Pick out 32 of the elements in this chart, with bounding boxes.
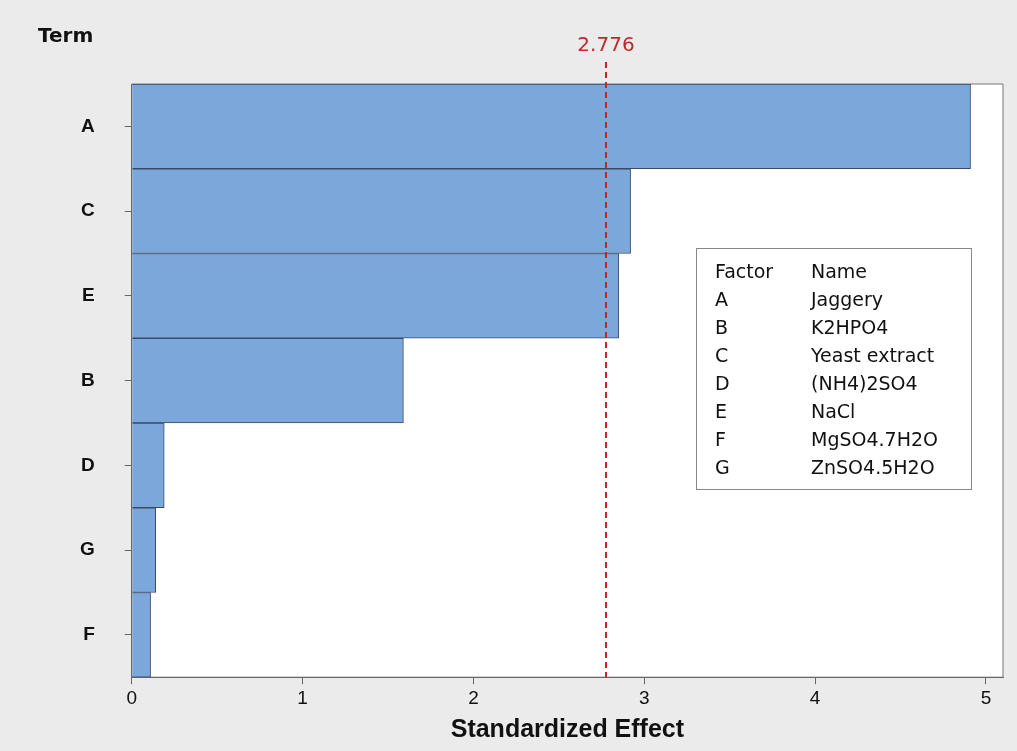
x-tick-label: 1 xyxy=(297,686,308,708)
annotation: D xyxy=(715,371,731,396)
y-tick-label: A xyxy=(81,114,96,136)
annotation: MgSO4.7H2O xyxy=(811,427,940,452)
x-axis-title: Standardized Effect xyxy=(450,713,685,742)
annotation: ZnSO4.5H2O xyxy=(811,455,936,480)
annotation: A xyxy=(715,287,729,312)
annotation: B xyxy=(715,315,730,340)
annotation: E xyxy=(715,399,728,424)
y-tick-label: B xyxy=(81,368,95,390)
annotation: Factor xyxy=(715,259,775,284)
annotation: Yeast extract xyxy=(811,343,936,368)
x-tick-label: 0 xyxy=(126,686,138,708)
ref-line-label: 2.776 xyxy=(577,32,635,57)
x-tick-label: 4 xyxy=(809,686,821,708)
y-tick-label: E xyxy=(82,284,95,306)
annotation: C xyxy=(715,343,730,368)
annotation: Name xyxy=(811,259,869,284)
annotation: G xyxy=(715,455,731,480)
annotation: F xyxy=(715,427,727,452)
y-tick-label: G xyxy=(80,538,95,560)
y-axis-title: Term xyxy=(38,23,94,48)
x-tick-label: 5 xyxy=(980,686,992,708)
annotation: K2HPO4 xyxy=(811,315,890,340)
x-tick-label: 3 xyxy=(638,686,650,708)
annotation: NaCl xyxy=(811,399,857,424)
x-tick-label: 2 xyxy=(468,686,479,708)
y-tick-label: C xyxy=(81,199,96,221)
y-tick-label: D xyxy=(81,453,95,475)
y-tick-label: F xyxy=(83,623,95,645)
annotation: Jaggery xyxy=(811,287,885,312)
annotation: (NH4)2SO4 xyxy=(811,371,919,396)
